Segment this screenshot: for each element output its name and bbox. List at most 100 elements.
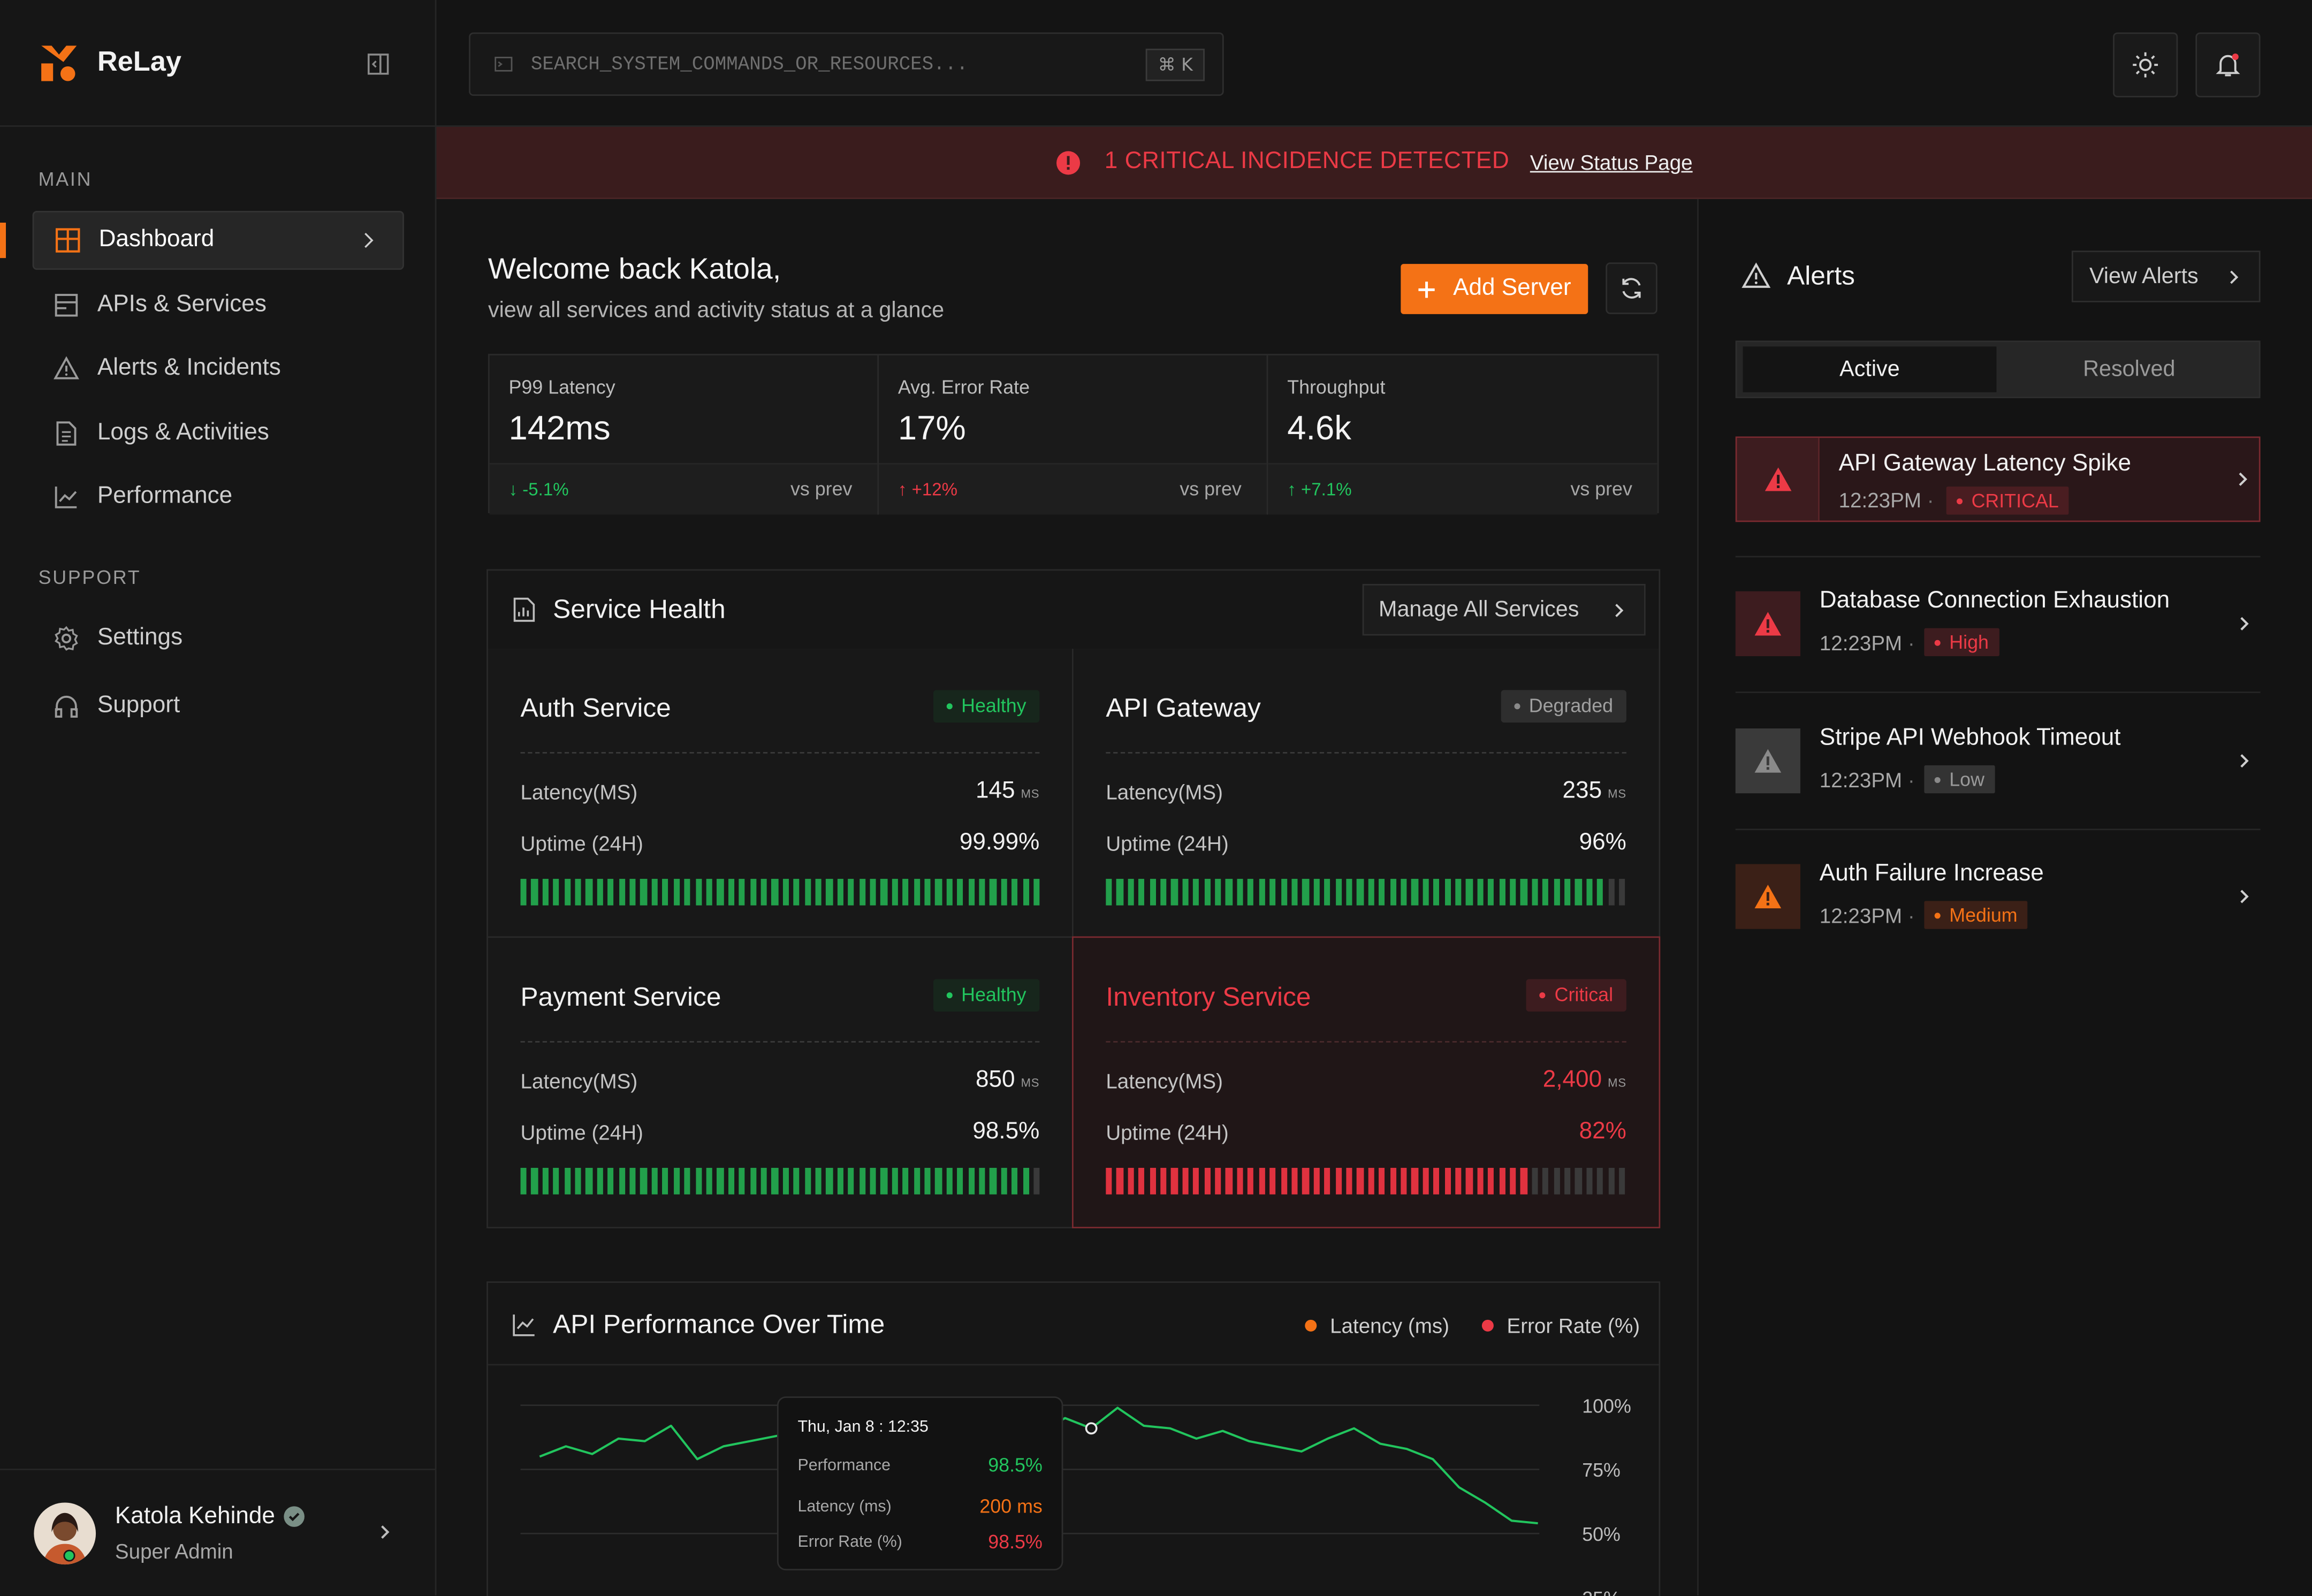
uptime-bar — [1444, 1168, 1451, 1195]
alert-item[interactable]: Database Connection Exhaustion 12:23PM ·… — [1735, 588, 2261, 657]
uptime-bar — [1001, 879, 1007, 906]
theme-toggle-button[interactable] — [2113, 32, 2178, 97]
metric-label: Avg. Error Rate — [898, 376, 1030, 398]
uptime-bar — [1012, 879, 1018, 906]
uptime-bar — [641, 1168, 647, 1195]
refresh-button[interactable] — [1606, 262, 1657, 314]
uptime-bar — [1149, 879, 1156, 906]
server-icon — [55, 294, 78, 317]
sidebar-item-alerts-incidents[interactable]: Alerts & Incidents — [33, 339, 404, 398]
uptime-bar — [1324, 1168, 1330, 1195]
uptime-bar — [914, 1168, 920, 1195]
uptime-bar — [760, 1168, 767, 1195]
uptime-bar — [553, 1168, 560, 1195]
metric-compare: vs prev — [790, 477, 853, 500]
online-status-dot — [63, 1549, 75, 1562]
verified-badge-icon — [284, 1506, 305, 1527]
uptime-bar — [1542, 879, 1549, 906]
uptime-value: 98.5% — [972, 1119, 1040, 1144]
uptime-bar — [684, 1168, 691, 1195]
uptime-bar — [1204, 879, 1211, 906]
chevron-right-icon — [364, 233, 374, 248]
sun-icon — [2133, 52, 2158, 78]
performance-chart[interactable]: 100% 75% 50% 25% — [488, 1365, 1659, 1596]
service-card-auth[interactable]: Auth Service Healthy Latency(MS) 145 MS U… — [488, 649, 1074, 938]
uptime-bar — [793, 1168, 800, 1195]
alert-icon-box — [1737, 438, 1820, 521]
status-badge: Critical — [1526, 979, 1626, 1012]
sidebar-item-support[interactable]: Support — [33, 677, 404, 736]
tooltip-value: 98.5% — [988, 1454, 1043, 1476]
tab-active[interactable]: Active — [1743, 346, 1997, 392]
alerts-panel: Alerts View Alerts Active Resolved API G… — [1697, 199, 2312, 1596]
uptime-bar — [1586, 879, 1593, 906]
uptime-bar — [673, 879, 680, 906]
metric-label: Throughput — [1287, 376, 1386, 398]
search-input[interactable]: SEARCH_SYSTEM_COMMANDS_OR_RESOURCES... ⌘… — [469, 32, 1224, 96]
uptime-bar — [1608, 879, 1615, 906]
divider — [488, 1364, 1659, 1366]
uptime-bar — [1346, 879, 1352, 906]
sidebar-item-apis-services[interactable]: APIs & Services — [33, 276, 404, 335]
welcome-title: Welcome back Katola, — [488, 253, 781, 286]
service-card-api-gateway[interactable]: API Gateway Degraded Latency(MS) 235 MS U… — [1073, 649, 1659, 938]
tooltip-value: 98.5% — [988, 1530, 1043, 1553]
alert-item[interactable]: Auth Failure Increase 12:23PM · Medium — [1735, 861, 2261, 929]
uptime-bar — [1280, 879, 1287, 906]
banner-text: 1 CRITICAL INCIDENCE DETECTED — [1104, 149, 1510, 174]
uptime-bar — [1444, 879, 1451, 906]
top-bar: SEARCH_SYSTEM_COMMANDS_OR_RESOURCES... ⌘… — [436, 0, 2312, 127]
user-profile[interactable]: Katola Kehinde Super Admin — [0, 1469, 437, 1595]
sidebar-item-logs-activities[interactable]: Logs & Activities — [33, 404, 404, 463]
uptime-bar — [892, 1168, 898, 1195]
sidebar-item-settings[interactable]: Settings — [33, 609, 404, 668]
tab-resolved[interactable]: Resolved — [2083, 356, 2176, 382]
gear-icon — [55, 626, 78, 651]
uptime-bar — [1510, 879, 1516, 906]
view-status-page-link[interactable]: View Status Page — [1530, 150, 1693, 174]
uptime-value: 96% — [1579, 830, 1626, 855]
alert-time: 12:23PM · — [1819, 631, 1915, 655]
chevron-right-icon — [2239, 472, 2247, 486]
view-alerts-button[interactable]: View Alerts — [2071, 250, 2261, 302]
alert-item[interactable]: Stripe API Webhook Timeout 12:23PM · Low — [1735, 726, 2261, 794]
manage-all-services-button[interactable]: Manage All Services — [1362, 584, 1646, 636]
uptime-bar — [684, 879, 691, 906]
uptime-bar — [597, 1168, 603, 1195]
uptime-bar — [837, 1168, 843, 1195]
y-tick-label: 75% — [1582, 1460, 1621, 1481]
tooltip-label: Error Rate (%) — [797, 1533, 902, 1552]
chevron-right-icon — [2230, 270, 2239, 284]
severity-badge: Medium — [1924, 901, 2028, 929]
uptime-bar — [1499, 1168, 1505, 1195]
sidebar-item-performance[interactable]: Performance — [33, 467, 404, 526]
uptime-bar — [957, 879, 964, 906]
tooltip-label: Latency (ms) — [797, 1498, 892, 1516]
service-card-inventory[interactable]: Inventory Service Critical Latency(MS) 2… — [1071, 936, 1661, 1228]
uptime-bar — [979, 879, 986, 906]
divider — [1735, 691, 2261, 693]
uptime-bar — [1411, 1168, 1418, 1195]
warning-triangle-icon — [54, 356, 79, 379]
uptime-bars — [520, 1168, 1041, 1195]
uptime-bar — [1160, 1168, 1167, 1195]
bell-icon — [2216, 54, 2240, 77]
notifications-button[interactable] — [2195, 32, 2261, 97]
uptime-bar — [1368, 879, 1374, 906]
legend-swatch-error-rate — [1481, 1319, 1494, 1332]
uptime-bar — [1001, 1168, 1007, 1195]
uptime-bar — [1302, 879, 1309, 906]
service-card-payment[interactable]: Payment Service Healthy Latency(MS) 850 M… — [488, 938, 1074, 1227]
hover-point — [1085, 1422, 1098, 1435]
latency-label: Latency(MS) — [1106, 780, 1223, 804]
sidebar-item-label: Dashboard — [98, 227, 215, 253]
add-server-button[interactable]: Add Server — [1401, 264, 1588, 314]
alert-item[interactable]: API Gateway Latency Spike 12:23PM · CRIT… — [1735, 436, 2261, 522]
uptime-bar — [1433, 879, 1440, 906]
uptime-bar — [1597, 879, 1604, 906]
line-chart-icon — [55, 487, 77, 508]
uptime-bar — [1575, 1168, 1582, 1195]
sidebar-item-dashboard[interactable]: Dashboard — [32, 210, 404, 270]
uptime-bar — [771, 1168, 778, 1195]
collapse-sidebar-icon[interactable] — [367, 53, 389, 75]
